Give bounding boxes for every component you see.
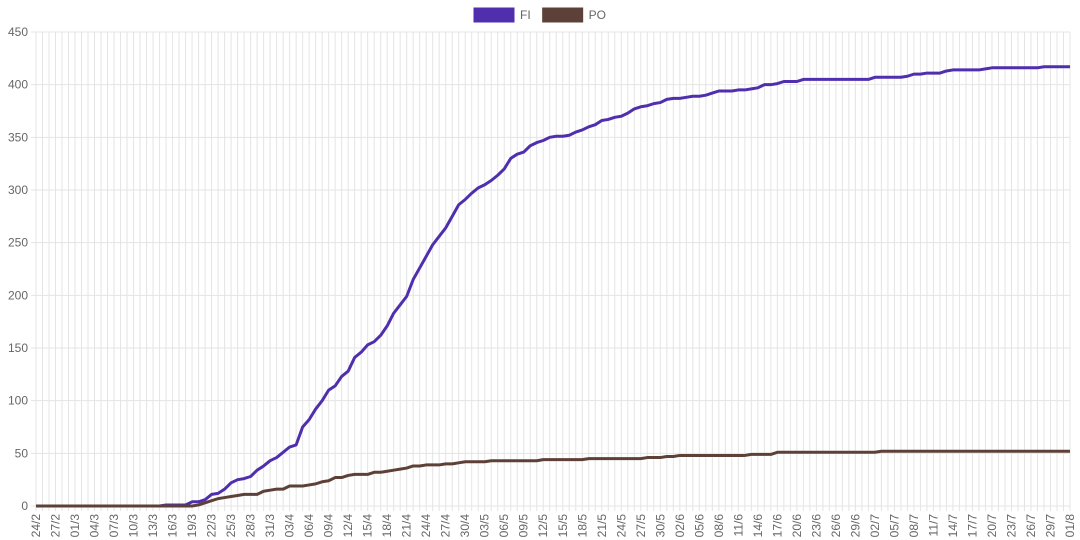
x-tick-label: 03/4 [283, 514, 297, 538]
x-tick-label: 17/6 [770, 514, 784, 538]
x-tick-label: 27/4 [439, 514, 453, 538]
y-tick-label: 100 [8, 394, 28, 408]
x-tick-label: 08/7 [907, 514, 921, 538]
x-tick-label: 12/5 [536, 514, 550, 538]
x-tick-label: 02/7 [868, 514, 882, 538]
x-tick-label: 22/3 [205, 514, 219, 538]
x-tick-label: 14/6 [751, 514, 765, 538]
x-tick-label: 23/7 [1004, 514, 1018, 538]
x-tick-label: 08/6 [712, 514, 726, 538]
x-tick-label: 11/7 [926, 514, 940, 537]
x-tick-label: 04/3 [88, 514, 102, 538]
x-tick-label: 21/5 [595, 514, 609, 538]
y-tick-label: 350 [8, 130, 28, 144]
x-tick-label: 12/4 [341, 514, 355, 538]
x-tick-label: 27/5 [634, 514, 648, 538]
x-tick-label: 17/7 [965, 514, 979, 538]
x-tick-label: 03/5 [478, 514, 492, 538]
x-tick-label: 31/3 [263, 514, 277, 538]
legend-swatch [473, 7, 515, 23]
x-tick-label: 20/6 [790, 514, 804, 538]
x-tick-label: 07/3 [107, 514, 121, 538]
y-tick-label: 250 [8, 236, 28, 250]
legend-label: PO [589, 8, 606, 22]
x-tick-label: 11/6 [731, 514, 745, 537]
x-tick-label: 06/5 [497, 514, 511, 538]
line-series [36, 449, 1070, 508]
x-tick-label: 26/7 [1024, 514, 1038, 538]
y-tick-label: 400 [8, 78, 28, 92]
line-series [36, 65, 1070, 508]
x-tick-label: 02/6 [673, 514, 687, 538]
x-tick-label: 15/5 [556, 514, 570, 538]
x-tick-label: 09/5 [517, 514, 531, 538]
legend-label: FI [520, 8, 531, 22]
x-tick-label: 30/5 [653, 514, 667, 538]
x-tick-label: 25/3 [224, 514, 238, 538]
y-tick-label: 300 [8, 183, 28, 197]
x-tick-label: 05/7 [887, 514, 901, 538]
x-tick-label: 21/4 [400, 514, 414, 538]
x-tick-label: 28/3 [244, 514, 258, 538]
y-tick-label: 450 [8, 25, 28, 39]
x-tick-label: 26/6 [829, 514, 843, 538]
x-tick-label: 27/2 [49, 514, 63, 538]
y-tick-label: 50 [15, 446, 29, 460]
x-tick-label: 15/4 [361, 514, 375, 538]
x-tick-label: 29/7 [1043, 514, 1057, 538]
x-tick-label: 23/6 [809, 514, 823, 538]
y-tick-label: 0 [21, 499, 28, 513]
x-tick-label: 18/5 [575, 514, 589, 538]
x-tick-label: 05/6 [692, 514, 706, 538]
x-tick-label: 10/3 [127, 514, 141, 538]
x-tick-label: 01/8 [1063, 514, 1077, 538]
x-tick-label: 24/2 [29, 514, 43, 538]
x-tick-label: 13/3 [146, 514, 160, 538]
x-tick-label: 16/3 [166, 514, 180, 538]
legend-swatch [542, 7, 584, 23]
x-tick-label: 30/4 [458, 514, 472, 538]
x-tick-label: 20/7 [985, 514, 999, 538]
x-tick-label: 06/4 [302, 514, 316, 538]
x-tick-label: 14/7 [946, 514, 960, 538]
legend: FI PO [473, 7, 606, 23]
x-tick-label: 01/3 [68, 514, 82, 538]
y-tick-label: 150 [8, 341, 28, 355]
x-tick-label: 19/3 [185, 514, 199, 538]
x-tick-label: 24/4 [419, 514, 433, 538]
x-tick-label: 24/5 [614, 514, 628, 538]
x-tick-label: 29/6 [848, 514, 862, 538]
x-tick-label: 09/4 [322, 514, 336, 538]
x-tick-label: 18/4 [380, 514, 394, 538]
y-tick-label: 200 [8, 288, 28, 302]
